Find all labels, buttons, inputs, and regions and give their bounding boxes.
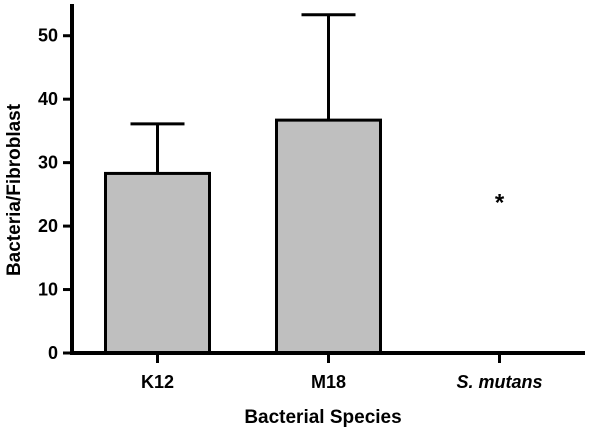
x-tick-label-m18: M18 — [311, 372, 346, 392]
y-tick-label-0: 0 — [48, 343, 58, 363]
x-tick-label-k12: K12 — [141, 372, 174, 392]
bar-k12 — [104, 171, 211, 355]
bars-layer — [104, 118, 382, 355]
annotation-layer: * — [495, 190, 505, 217]
axes-layer — [63, 4, 585, 363]
y-tick-label-30: 30 — [38, 153, 58, 173]
y-tick-label-10: 10 — [38, 280, 58, 300]
bar-m18 — [275, 118, 382, 355]
y-tick-label-50: 50 — [38, 26, 58, 46]
y-tick-label-40: 40 — [38, 89, 58, 109]
tick-labels-layer: 0 10 20 30 40 50 K12 M18 S. mutans — [38, 26, 543, 392]
x-tick-label-s-mutans: S. mutans — [456, 372, 542, 392]
y-tick-label-20: 20 — [38, 216, 58, 236]
significance-marker-s-mutans: * — [495, 190, 505, 217]
y-axis-title: Bacteria/Fibroblast — [4, 103, 25, 276]
x-axis-title: Bacterial Species — [244, 407, 401, 428]
error-bars-layer — [130, 13, 356, 174]
